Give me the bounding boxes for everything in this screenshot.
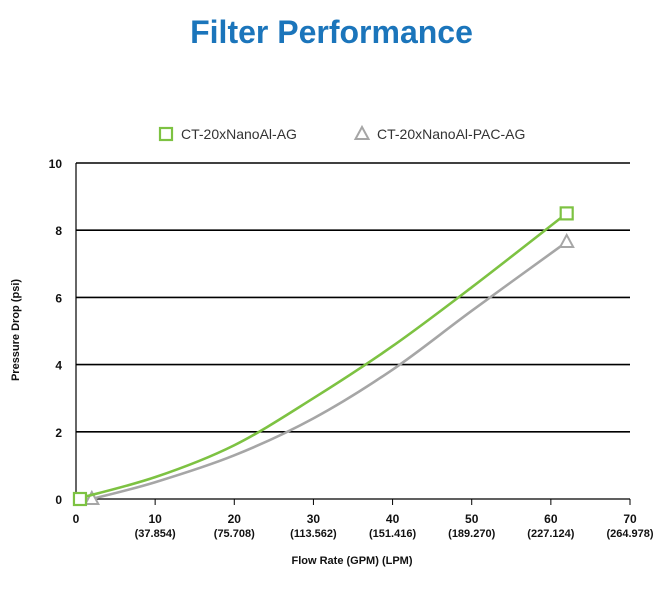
x-tick-sublabel: (151.416)	[369, 528, 416, 540]
data-point-nanoal-ag	[559, 206, 574, 221]
x-tick-sublabel: (37.854)	[135, 528, 176, 540]
data-point-nanoal-pac-ag	[83, 489, 101, 505]
x-tick-sublabel: (189.270)	[448, 528, 495, 540]
x-axis-label: Flow Rate (GPM) (LPM)	[292, 555, 413, 567]
legend-marker-nanoal-pac-ag	[353, 124, 371, 140]
y-axis-label: Pressure Drop (psi)	[10, 279, 22, 381]
series-line-nanoal-ag	[75, 212, 568, 501]
legend-label-nanoal-pac-ag: CT-20xNanoAl-PAC-AG	[377, 126, 525, 142]
x-tick-sublabel: (75.708)	[214, 528, 255, 540]
x-tick-label: 30	[307, 512, 321, 526]
x-tick-label: 50	[465, 512, 479, 526]
x-tick-label: 40	[386, 512, 400, 526]
x-tick-sublabel: (227.124)	[527, 528, 574, 540]
legend-label-nanoal-ag: CT-20xNanoAl-AG	[181, 126, 297, 142]
x-tick-label: 20	[228, 512, 242, 526]
x-tick-label: 60	[544, 512, 558, 526]
y-tick-label: 0	[55, 493, 62, 507]
x-tick-sublabel: (113.562)	[290, 528, 337, 540]
y-tick-label: 4	[55, 359, 62, 373]
x-tick-label: 70	[623, 512, 637, 526]
data-point-nanoal-pac-ag	[558, 232, 575, 248]
chart-title: Filter Performance	[190, 14, 473, 50]
legend-marker-nanoal-ag	[158, 126, 174, 142]
data-point-nanoal-ag	[72, 491, 88, 507]
y-tick-label: 2	[55, 426, 62, 440]
y-tick-label: 10	[49, 157, 63, 171]
series-line-nanoal-pac-ag	[91, 240, 568, 501]
x-tick-sublabel: (264.978)	[606, 528, 653, 540]
x-tick-label: 0	[73, 512, 80, 526]
x-tick-label: 10	[148, 512, 162, 526]
y-tick-label: 6	[55, 291, 62, 305]
y-tick-label: 8	[55, 224, 62, 238]
